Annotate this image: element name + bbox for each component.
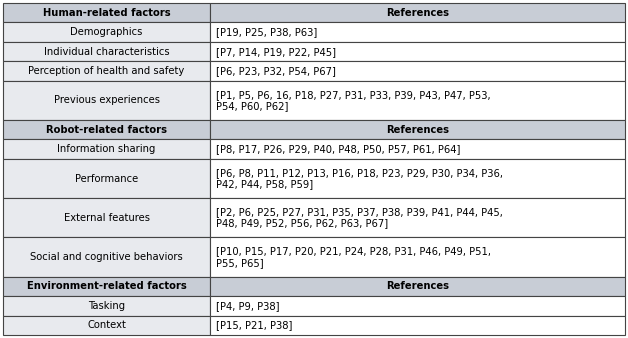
Bar [210,159,625,198]
Bar [210,120,625,140]
Text: Demographics: Demographics [70,27,143,37]
Bar [210,140,625,159]
Text: References: References [386,125,449,135]
Bar [3,276,210,296]
Bar [3,296,210,316]
Bar [3,140,210,159]
Bar [210,237,625,276]
Text: Individual characteristics: Individual characteristics [44,47,170,57]
Bar [3,198,210,237]
Text: Perception of health and safety: Perception of health and safety [28,66,185,76]
Text: Tasking: Tasking [88,301,125,311]
Bar [210,22,625,42]
Bar [210,276,625,296]
Bar [3,81,210,120]
Bar [210,296,625,316]
Text: Context: Context [87,320,126,330]
Bar [3,62,210,81]
Text: [P15, P21, P38]: [P15, P21, P38] [216,320,293,330]
Bar [210,81,625,120]
Text: External features: External features [63,213,149,223]
Bar [3,3,210,22]
Text: [P4, P9, P38]: [P4, P9, P38] [216,301,279,311]
Text: [P7, P14, P19, P22, P45]: [P7, P14, P19, P22, P45] [216,47,336,57]
Bar [3,120,210,140]
Text: [P19, P25, P38, P63]: [P19, P25, P38, P63] [216,27,317,37]
Text: Previous experiences: Previous experiences [53,95,160,105]
Text: Environment-related factors: Environment-related factors [26,281,187,291]
Text: Robot-related factors: Robot-related factors [46,125,167,135]
Bar [3,316,210,335]
Text: Performance: Performance [75,173,138,184]
Text: [P6, P8, P11, P12, P13, P16, P18, P23, P29, P30, P34, P36,
P42, P44, P58, P59]: [P6, P8, P11, P12, P13, P16, P18, P23, P… [216,168,503,189]
Bar [3,237,210,276]
Bar [210,62,625,81]
Bar [3,22,210,42]
Bar [3,159,210,198]
Text: Human-related factors: Human-related factors [43,8,170,18]
Text: [P10, P15, P17, P20, P21, P24, P28, P31, P46, P49, P51,
P55, P65]: [P10, P15, P17, P20, P21, P24, P28, P31,… [216,246,491,268]
Text: Social and cognitive behaviors: Social and cognitive behaviors [30,252,183,262]
Bar [210,198,625,237]
Bar [210,3,625,22]
Text: References: References [386,8,449,18]
Bar [210,42,625,62]
Text: [P2, P6, P25, P27, P31, P35, P37, P38, P39, P41, P44, P45,
P48, P49, P52, P56, P: [P2, P6, P25, P27, P31, P35, P37, P38, P… [216,207,503,228]
Bar [3,42,210,62]
Text: Information sharing: Information sharing [57,144,156,154]
Text: [P1, P5, P6, 16, P18, P27, P31, P33, P39, P43, P47, P53,
P54, P60, P62]: [P1, P5, P6, 16, P18, P27, P31, P33, P39… [216,90,490,111]
Text: References: References [386,281,449,291]
Text: [P6, P23, P32, P54, P67]: [P6, P23, P32, P54, P67] [216,66,336,76]
Bar [210,316,625,335]
Text: [P8, P17, P26, P29, P40, P48, P50, P57, P61, P64]: [P8, P17, P26, P29, P40, P48, P50, P57, … [216,144,460,154]
